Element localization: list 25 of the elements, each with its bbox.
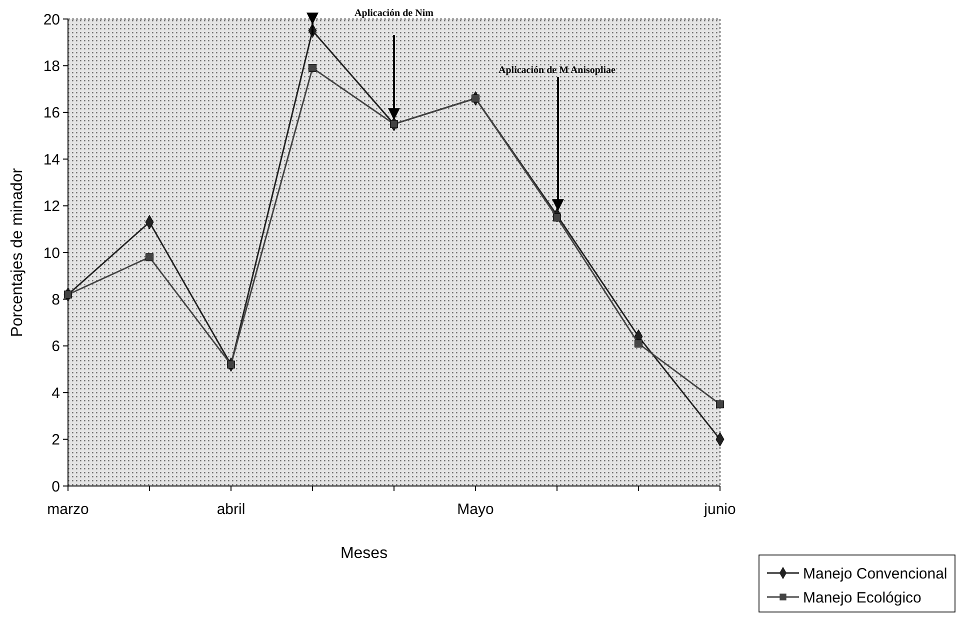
legend-label: Manejo Ecológico bbox=[803, 589, 922, 606]
y-tick-label: 0 bbox=[52, 478, 60, 496]
annotation: Aplicación de Nim bbox=[354, 8, 434, 19]
y-tick-label: 14 bbox=[43, 151, 60, 168]
x-tick-label: Mayo bbox=[457, 501, 494, 518]
y-tick-label: 16 bbox=[43, 104, 60, 122]
y-tick-label: 2 bbox=[52, 432, 60, 449]
y-tick-label: 12 bbox=[43, 198, 60, 216]
x-axis-title: Meses bbox=[340, 545, 388, 562]
point bbox=[716, 400, 724, 408]
y-tick-label: 4 bbox=[52, 384, 60, 402]
x-tick-label: junio bbox=[703, 501, 736, 518]
y-tick-label: 20 bbox=[43, 11, 60, 28]
point bbox=[308, 64, 316, 72]
x-tick-label: abril bbox=[216, 501, 246, 518]
x-tick-label: marzo bbox=[47, 501, 89, 518]
y-tick-label: 6 bbox=[52, 338, 60, 356]
y-axis-title: Porcentajes de minador bbox=[9, 167, 26, 337]
y-tick-label: 10 bbox=[43, 244, 60, 262]
y-tick-label: 8 bbox=[52, 291, 60, 308]
y-tick-label: 18 bbox=[43, 58, 60, 75]
annotation: Aplicación de M Anisopliae bbox=[498, 65, 616, 76]
point bbox=[146, 253, 154, 262]
legend-label: Manejo Convencional bbox=[803, 565, 948, 582]
point bbox=[634, 340, 642, 348]
